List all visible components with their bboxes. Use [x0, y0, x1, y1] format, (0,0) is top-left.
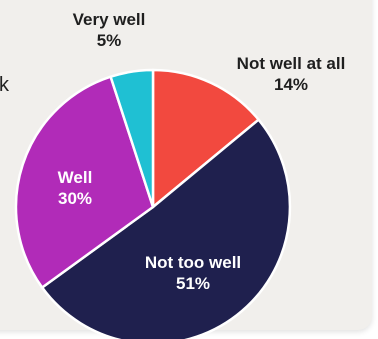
slice-label-not-too-well: Not too well 51%: [118, 252, 268, 294]
pie-slice-very-well: [109, 68, 155, 209]
slice-name: Well: [57, 168, 93, 187]
slice-name: Very well: [72, 10, 146, 29]
slice-name: Not too well: [144, 253, 242, 272]
slice-value: 14%: [273, 75, 309, 94]
slice-label-not-well-at-all: Not well at all 14%: [211, 53, 371, 95]
pie-slice-not-well-at-all: [151, 68, 260, 209]
slice-value: 30%: [57, 189, 93, 208]
slice-value: 51%: [175, 274, 211, 293]
cropped-left-text: k: [0, 74, 9, 96]
slice-value: 5%: [96, 31, 122, 50]
pie-slice-well: [14, 75, 155, 289]
pie-slice-not-too-well: [40, 118, 292, 339]
slice-label-well: Well 30%: [40, 167, 110, 209]
slice-name: Not well at all: [236, 54, 346, 73]
slice-label-very-well: Very well 5%: [54, 9, 164, 51]
